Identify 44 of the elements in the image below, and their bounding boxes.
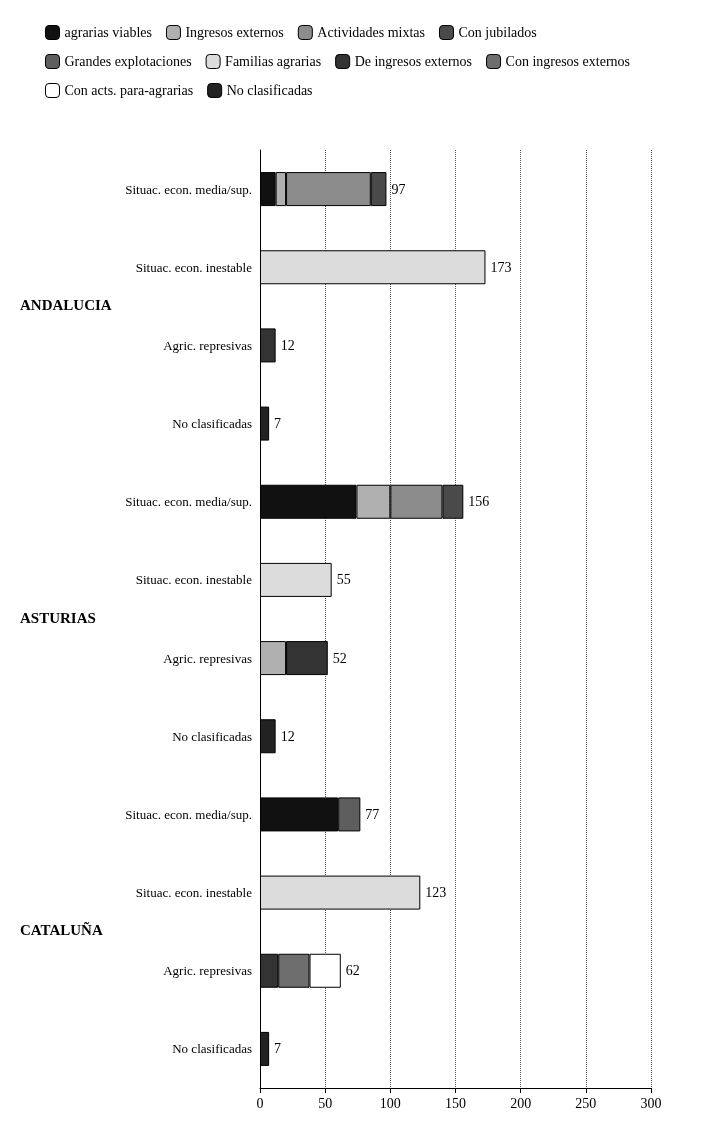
text: ANDALUCIA [20,296,112,313]
x-tick-label: 250 [575,1095,597,1111]
x-tick-label: 200 [510,1095,532,1111]
legend-label: Actividades mixtas [317,25,426,40]
y-tick-label: Situac. econ. media/sup. [125,181,252,197]
x-tick-label: 100 [379,1095,401,1111]
total-label: 97 [391,181,406,197]
legend-label: Familias agrarias [225,54,322,69]
legend-label: Con jubilados [458,25,537,40]
legend-label: No clasificadas [226,83,313,98]
text: ASTURIAS [20,609,96,626]
y-tick-label: Situac. econ. inestable [135,572,253,588]
y-tick-label: Situac. econ. inestable [135,885,253,901]
y-tick-label: Situac. econ. media/sup. [125,806,252,822]
legend-label: Con ingresos externos [505,54,630,69]
total-label: 12 [280,337,295,353]
y-tick-label: No clasificadas [172,1041,252,1057]
y-tick-label: Agric. represivas [163,337,252,353]
total-label: 55 [336,572,351,588]
y-tick-label: Agric. represivas [163,650,252,666]
total-label: 156 [468,494,490,510]
total-label: 12 [280,728,295,744]
total-label: 62 [345,963,360,979]
total-label: 77 [365,806,380,822]
x-tick-label: 300 [640,1095,662,1111]
legend-label: Ingresos externos [185,25,284,40]
y-tick-label: No clasificadas [172,728,252,744]
legend-label: De ingresos externos [354,54,473,69]
total-label: 7 [274,1041,282,1057]
y-tick-label: Agric. represivas [163,963,252,979]
total-label: 123 [425,885,447,901]
legend-label: agrarias viables [64,25,152,40]
legend-label: Con acts. para-agrarias [64,83,194,98]
x-tick-label: 0 [256,1095,264,1111]
total-label: 7 [274,416,282,432]
total-label: 52 [332,650,347,666]
x-tick-label: 150 [445,1095,466,1111]
x-tick-label: 50 [318,1095,333,1111]
text: CATALUÑA [20,921,103,939]
y-tick-label: Situac. econ. media/sup. [125,494,252,510]
total-label: 173 [490,259,512,275]
y-tick-label: No clasificadas [172,416,252,432]
y-tick-label: Situac. econ. inestable [135,259,253,275]
legend-label: Grandes explotaciones [64,54,192,69]
